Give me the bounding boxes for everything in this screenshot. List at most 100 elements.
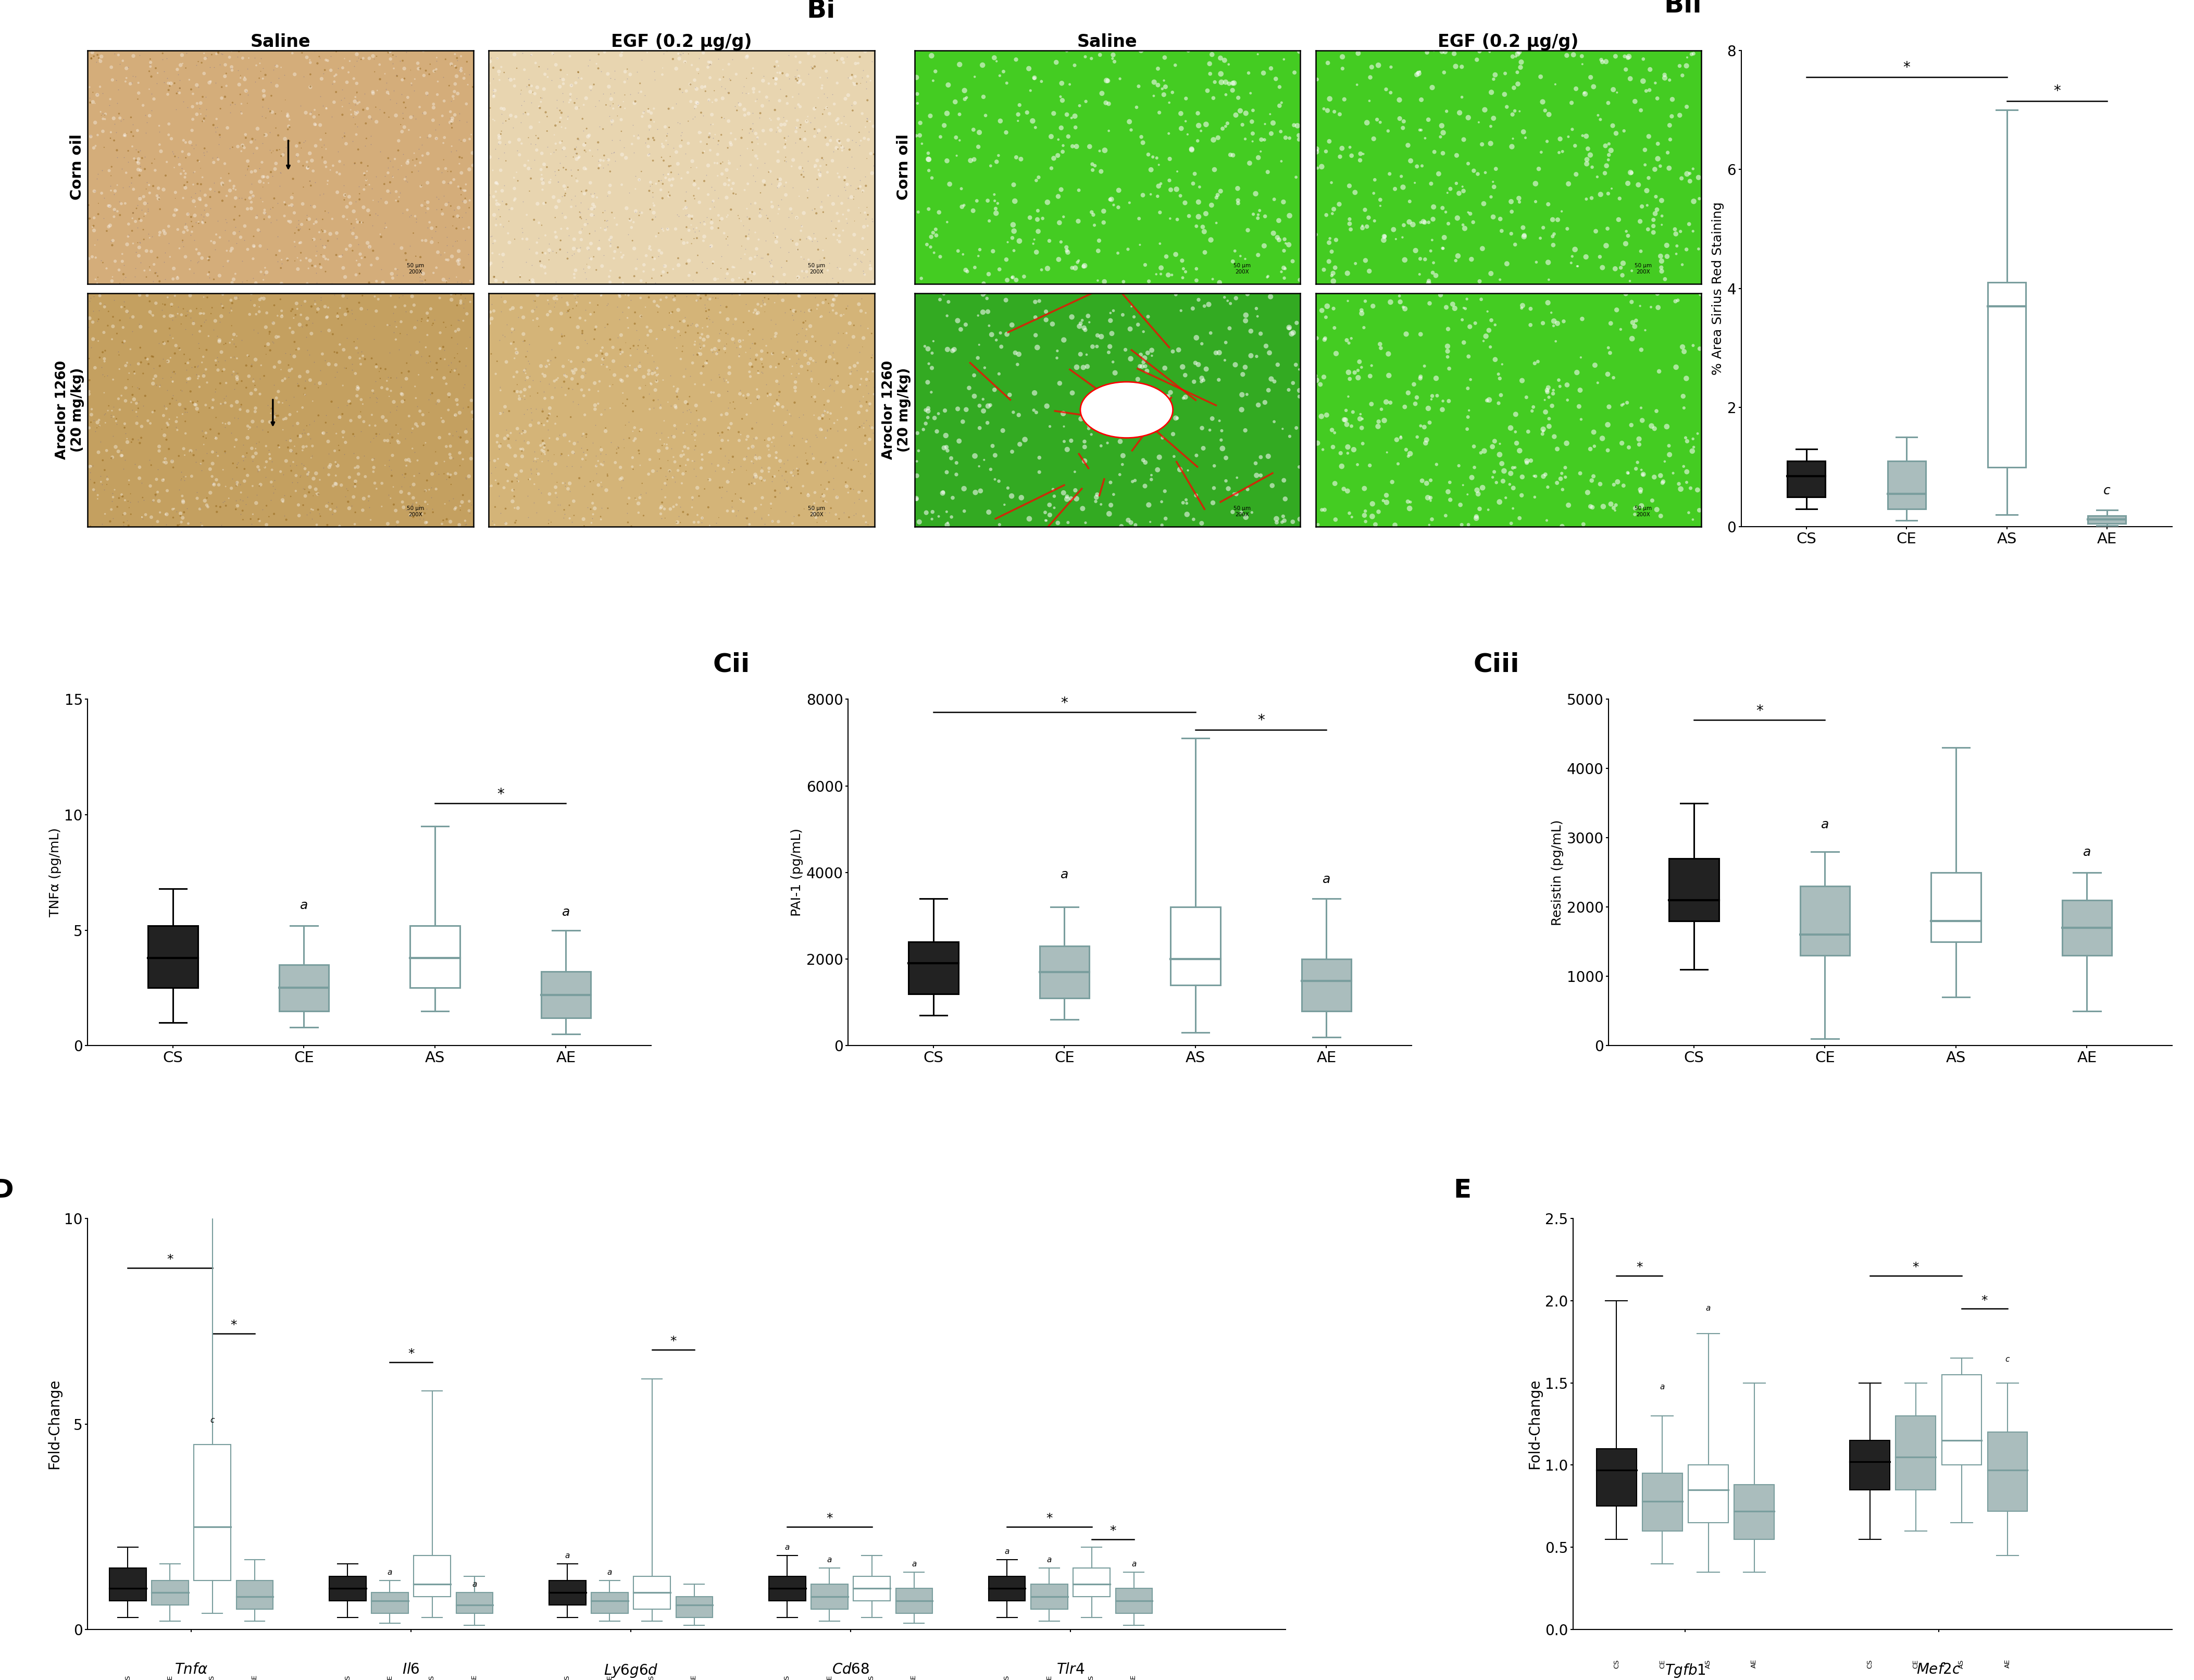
Point xyxy=(685,321,720,348)
Point xyxy=(206,171,241,198)
Point xyxy=(1358,511,1393,538)
Point xyxy=(353,506,388,533)
Point xyxy=(544,440,579,467)
Point xyxy=(384,489,419,516)
Point xyxy=(1525,420,1560,447)
Point xyxy=(1433,486,1468,512)
Point xyxy=(239,430,274,457)
Point xyxy=(108,294,143,321)
Point xyxy=(1018,239,1053,265)
Point xyxy=(189,208,224,235)
Point xyxy=(97,304,132,331)
Point xyxy=(241,294,276,321)
Point xyxy=(1343,348,1378,375)
Point xyxy=(636,192,671,218)
Point xyxy=(588,418,623,445)
Point xyxy=(353,123,388,150)
Point xyxy=(432,193,467,220)
Point xyxy=(965,386,1000,413)
Point xyxy=(134,223,169,250)
Point xyxy=(127,501,162,528)
Point xyxy=(524,84,559,111)
Point xyxy=(660,502,695,529)
Point xyxy=(399,307,434,334)
Point xyxy=(577,202,612,228)
Point xyxy=(307,181,342,208)
Point xyxy=(816,39,851,66)
Point xyxy=(779,297,814,324)
Point xyxy=(849,487,884,514)
Point xyxy=(1336,360,1371,386)
Point xyxy=(184,299,219,326)
Point xyxy=(507,356,542,383)
Point xyxy=(241,217,276,244)
Point xyxy=(693,101,728,128)
Point xyxy=(788,440,823,467)
Point xyxy=(1459,477,1494,504)
Point xyxy=(599,435,634,462)
Text: CS: CS xyxy=(1003,1675,1011,1680)
Point xyxy=(678,102,713,129)
Point xyxy=(160,217,195,244)
Point xyxy=(145,365,180,391)
Point xyxy=(233,301,268,328)
Bar xyxy=(110,1567,147,1601)
Point xyxy=(507,99,542,126)
Point xyxy=(121,487,156,514)
Point xyxy=(546,353,581,380)
Point xyxy=(380,365,415,391)
Point xyxy=(1101,385,1136,412)
Point xyxy=(230,81,265,108)
Point xyxy=(1213,291,1248,318)
Point xyxy=(255,195,290,222)
Point xyxy=(186,363,222,390)
Point xyxy=(360,475,395,502)
Point xyxy=(215,265,250,292)
Point xyxy=(847,502,882,529)
Point xyxy=(118,239,154,265)
Point xyxy=(121,205,156,232)
Point xyxy=(538,368,573,395)
Point xyxy=(842,247,878,274)
Point xyxy=(568,326,603,353)
Point xyxy=(658,469,693,496)
Point xyxy=(801,84,836,111)
Point xyxy=(974,432,1009,459)
Point xyxy=(105,106,140,133)
Point xyxy=(1564,306,1599,333)
Point xyxy=(779,66,814,92)
Point xyxy=(610,282,645,309)
Point xyxy=(316,501,351,528)
Point xyxy=(228,121,263,148)
Point xyxy=(562,143,597,170)
Point xyxy=(206,489,241,516)
Point xyxy=(377,497,412,524)
Point xyxy=(1496,454,1531,480)
Point xyxy=(97,477,132,504)
Point xyxy=(592,257,627,284)
Point xyxy=(261,136,296,163)
Point xyxy=(1281,123,1316,150)
Point xyxy=(753,496,788,522)
Point xyxy=(307,218,342,245)
Point xyxy=(452,186,487,213)
Point xyxy=(178,131,213,158)
Point xyxy=(454,445,489,472)
Point xyxy=(1327,407,1362,433)
Point xyxy=(1553,89,1588,116)
Point xyxy=(757,264,792,291)
Point xyxy=(336,440,371,467)
Point xyxy=(1402,116,1437,143)
Point xyxy=(544,183,579,210)
Point xyxy=(638,368,674,395)
Point xyxy=(1086,208,1121,235)
Point xyxy=(1316,314,1352,341)
Point xyxy=(1187,239,1222,265)
Point xyxy=(279,143,314,170)
Point xyxy=(781,183,816,210)
Point xyxy=(1185,368,1220,395)
Point xyxy=(761,391,796,418)
Point xyxy=(687,210,722,237)
Point xyxy=(1018,398,1053,425)
Point xyxy=(834,143,869,170)
